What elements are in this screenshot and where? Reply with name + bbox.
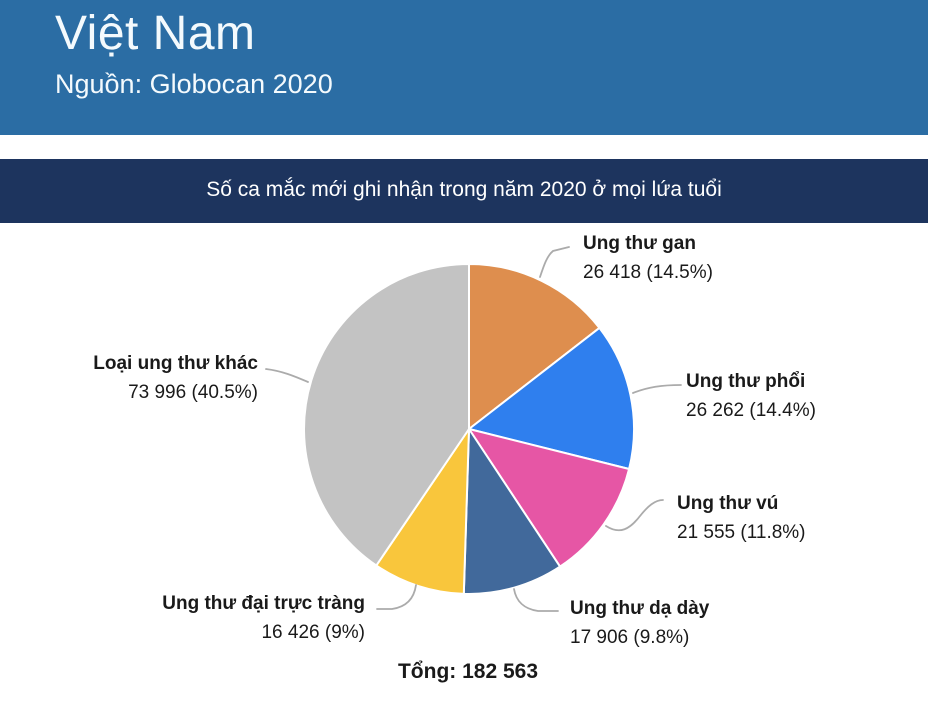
callout-stomach-cancer: Ung thư dạ dày 17 906 (9.8%) — [570, 594, 709, 652]
slice-name: Ung thư đại trực tràng — [162, 593, 365, 614]
pie-chart — [265, 246, 682, 612]
callout-lung-cancer: Ung thư phổi 26 262 (14.4%) — [686, 367, 816, 425]
pie-slice-3 — [462, 428, 561, 595]
slice-name: Ung thư gan — [583, 233, 696, 254]
total-cases-label: Tổng: 182 563 — [397, 660, 539, 683]
callout-colorectal-cancer: Ung thư đại trực tràng 16 426 (9%) — [95, 589, 365, 647]
slice-value: 26 262 (14.4%) — [686, 400, 816, 421]
leader-line-5 — [265, 368, 309, 383]
slice-value: 17 906 (9.8%) — [570, 627, 690, 648]
slice-name: Ung thư dạ dày — [570, 598, 710, 619]
slice-value: 73 996 (40.5%) — [128, 382, 258, 403]
slice-name: Ung thư vú — [677, 493, 779, 514]
slice-value: 21 555 (11.8%) — [677, 522, 806, 543]
leader-line-4 — [376, 584, 417, 610]
slice-value: 26 418 (14.5%) — [583, 262, 713, 283]
pie-slice-0 — [468, 263, 601, 430]
leader-line-1 — [632, 384, 682, 394]
leader-line-0 — [539, 246, 570, 278]
pie-slice-2 — [468, 428, 631, 568]
pie-slice-4 — [375, 428, 470, 595]
chart-title: Số ca mắc mới ghi nhận trong năm 2020 ở … — [206, 178, 722, 201]
slice-value: 16 426 (9%) — [261, 622, 365, 643]
callout-breast-cancer: Ung thư vú 21 555 (11.8%) — [677, 489, 806, 547]
pie-slice-1 — [468, 326, 636, 470]
source-label: Nguồn: Globocan 2020 — [55, 69, 333, 99]
leader-line-3 — [513, 588, 559, 612]
callout-other-cancers: Loại ung thư khác 73 996 (40.5%) — [58, 349, 258, 407]
slice-name: Loại ung thư khác — [93, 353, 258, 374]
subtitle-banner: Số ca mắc mới ghi nhận trong năm 2020 ở … — [0, 159, 928, 223]
slice-name: Ung thư phổi — [686, 371, 806, 392]
pie-slice-5 — [303, 263, 470, 567]
page-title: Việt Nam — [55, 7, 256, 60]
callout-liver-cancer: Ung thư gan 26 418 (14.5%) — [583, 229, 713, 287]
country-header: Việt Nam Nguồn: Globocan 2020 — [0, 0, 928, 135]
leader-line-2 — [605, 499, 664, 532]
